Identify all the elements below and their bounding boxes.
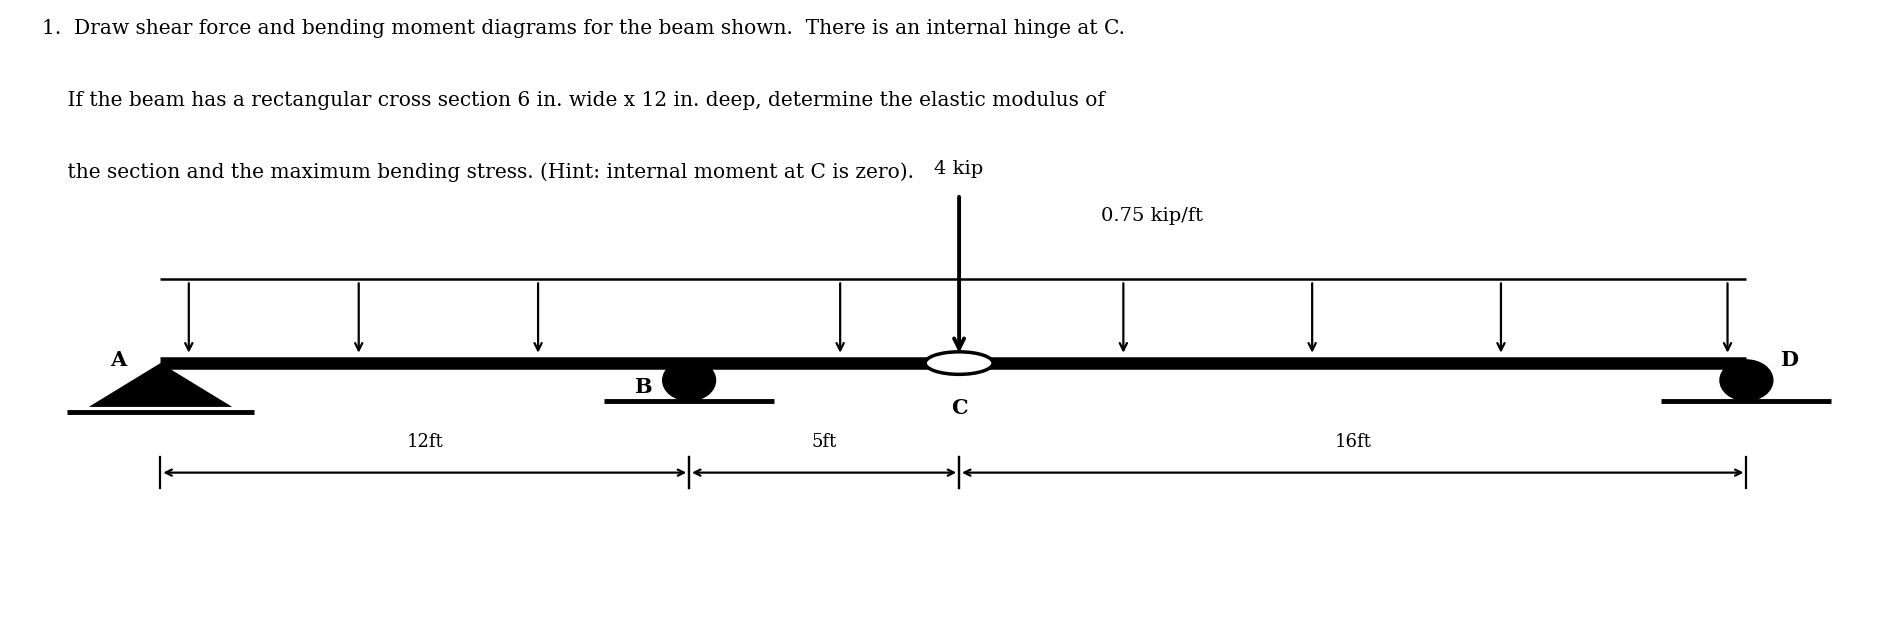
Text: 0.75 kip/ft: 0.75 kip/ft bbox=[1101, 207, 1203, 225]
Text: 12ft: 12ft bbox=[406, 433, 444, 451]
Circle shape bbox=[925, 352, 993, 374]
Text: 16ft: 16ft bbox=[1335, 433, 1371, 451]
Text: If the beam has a rectangular cross section 6 in. wide x 12 in. deep, determine : If the beam has a rectangular cross sect… bbox=[42, 91, 1104, 110]
Ellipse shape bbox=[663, 360, 716, 401]
Text: C: C bbox=[952, 398, 967, 418]
Text: the section and the maximum bending stress. (Hint: internal moment at C is zero): the section and the maximum bending stre… bbox=[42, 163, 914, 182]
Text: D: D bbox=[1780, 350, 1799, 370]
Text: B: B bbox=[634, 377, 651, 397]
Polygon shape bbox=[89, 363, 232, 407]
Text: 1.  Draw shear force and bending moment diagrams for the beam shown.  There is a: 1. Draw shear force and bending moment d… bbox=[42, 19, 1125, 38]
Text: A: A bbox=[110, 350, 126, 370]
Text: 5ft: 5ft bbox=[812, 433, 836, 451]
Ellipse shape bbox=[1720, 360, 1773, 401]
Text: 4 kip: 4 kip bbox=[935, 160, 984, 178]
